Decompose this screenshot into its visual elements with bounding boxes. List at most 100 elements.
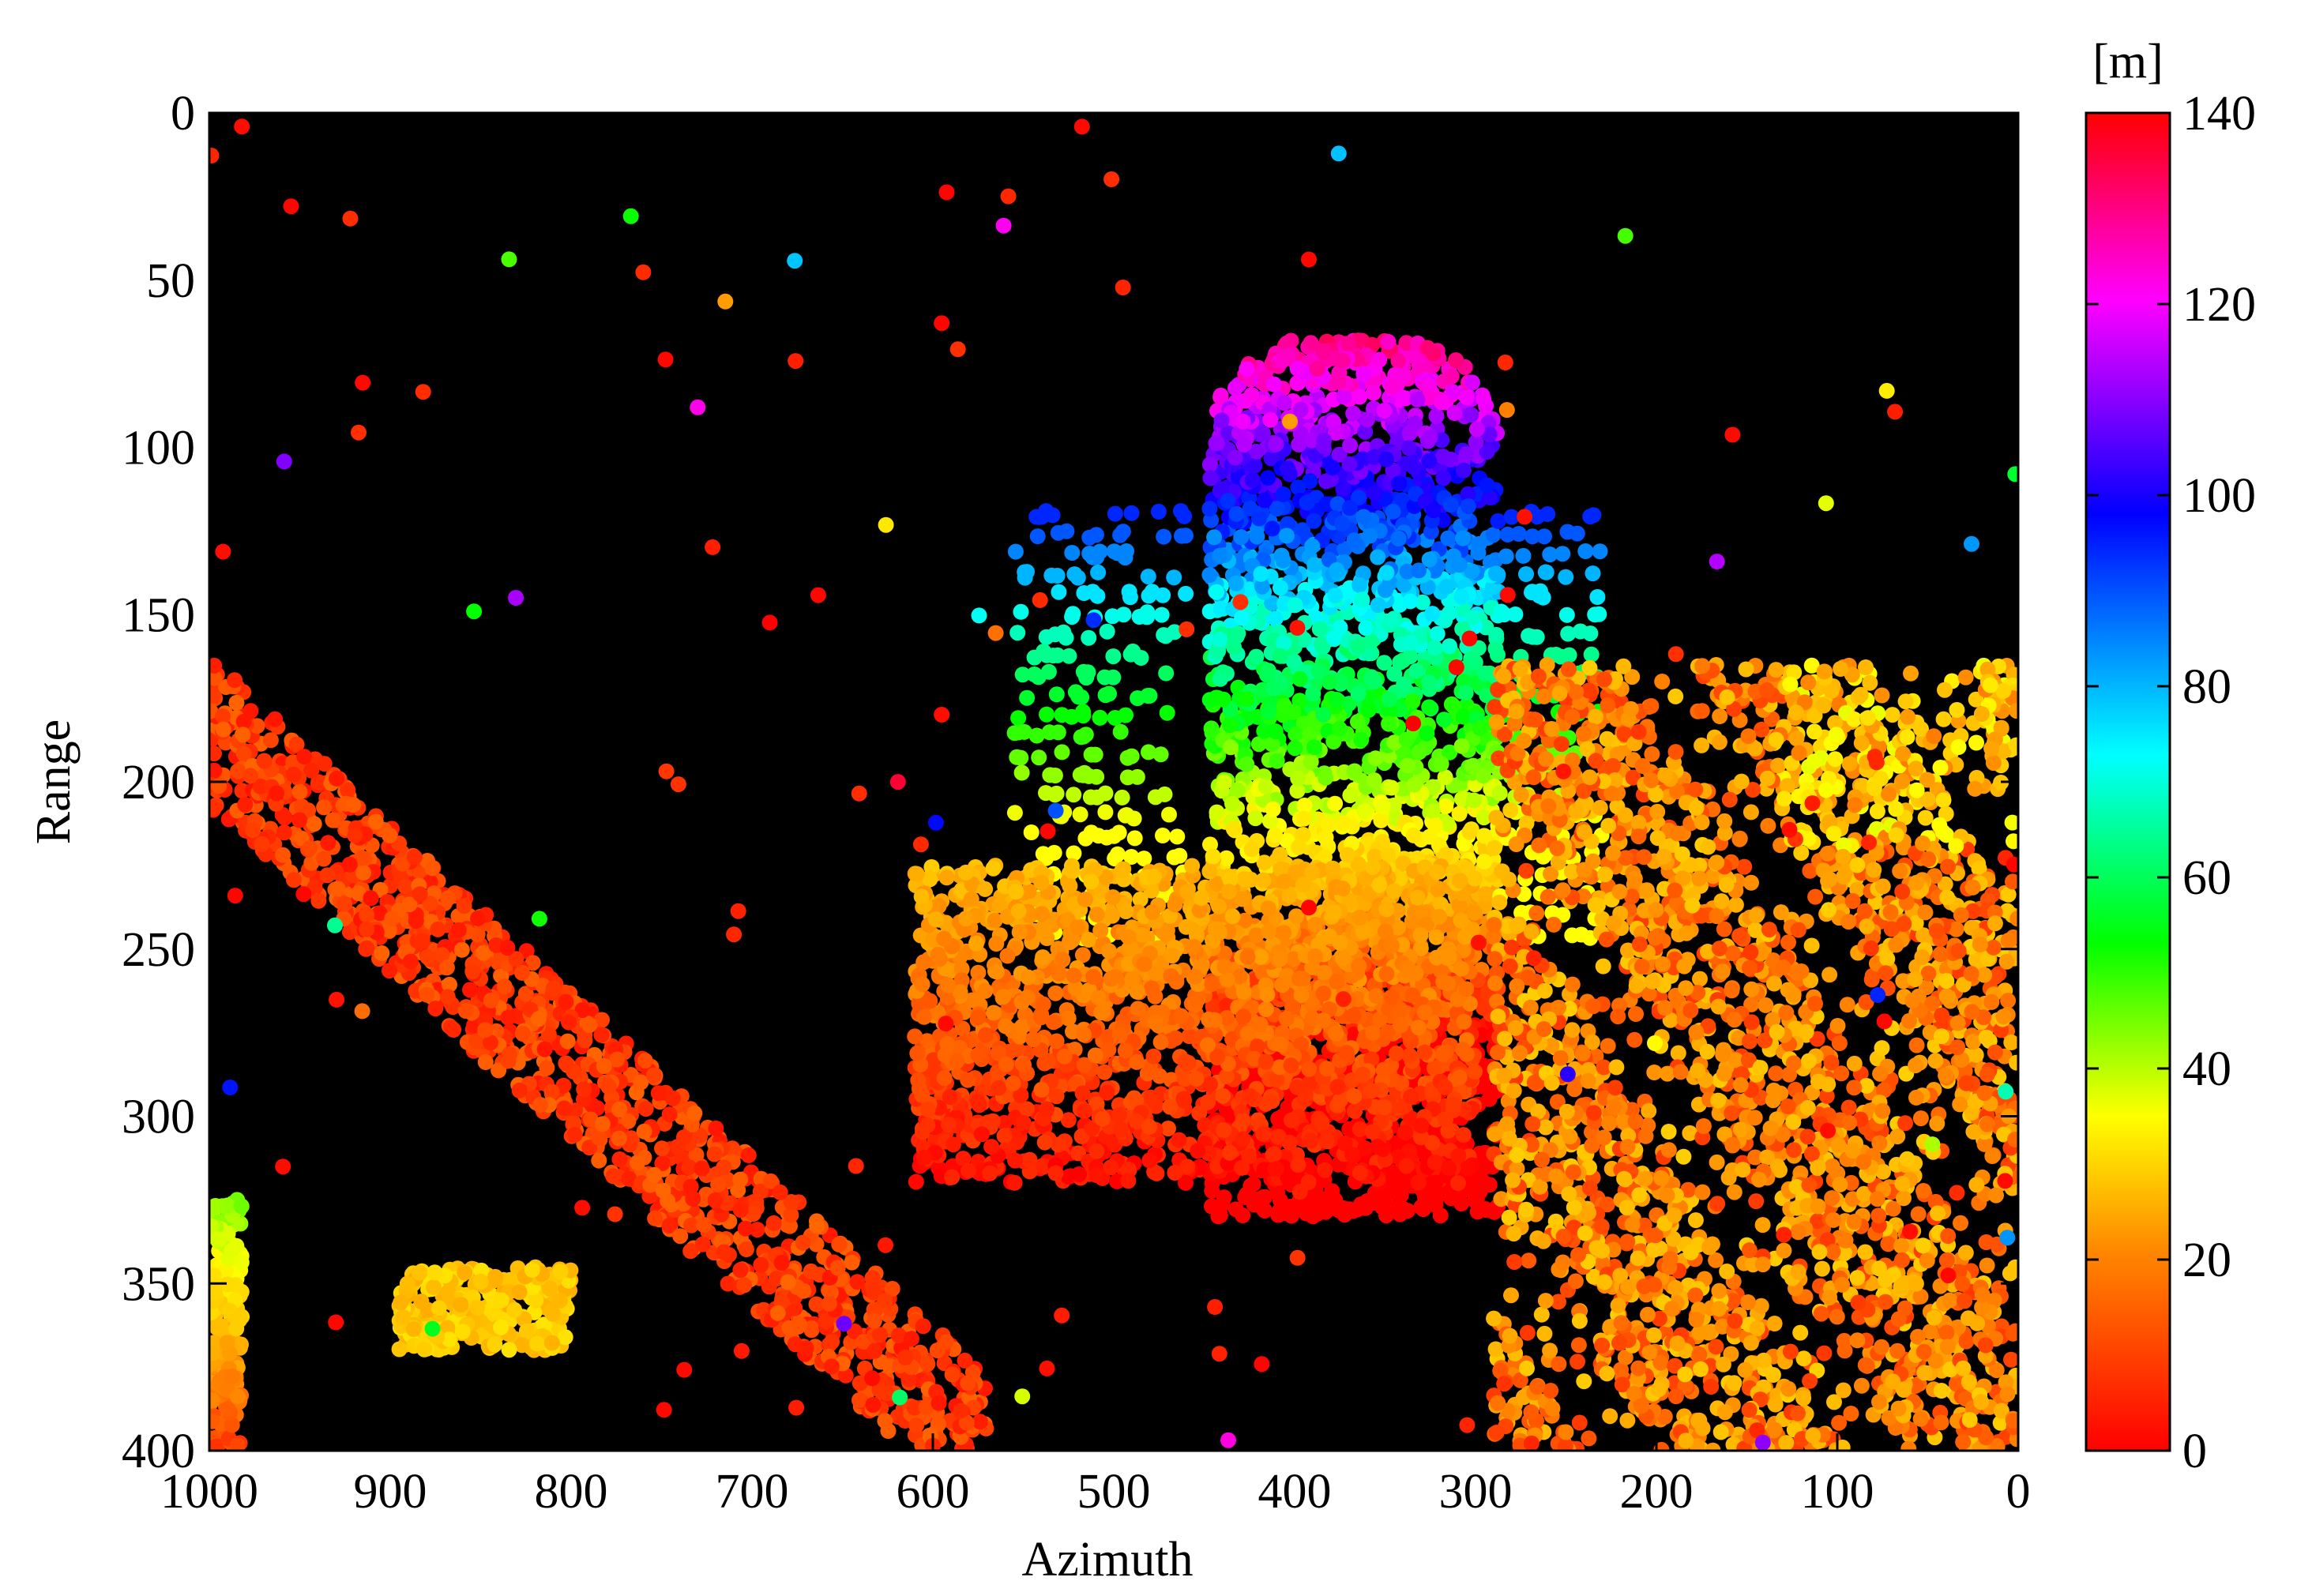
scatter-point — [1451, 557, 1468, 573]
scatter-point — [1190, 991, 1206, 1008]
scatter-point — [1239, 1025, 1256, 1042]
scatter-point — [1167, 1165, 1183, 1181]
scatter-point — [1346, 1088, 1363, 1105]
scatter-point — [1055, 624, 1072, 640]
scatter-point — [1203, 512, 1220, 528]
scatter-point — [1405, 827, 1422, 843]
scatter-point — [1414, 594, 1430, 610]
scatter-point — [1329, 1079, 1346, 1095]
scatter-point — [1099, 623, 1115, 640]
scatter-point — [1378, 901, 1395, 918]
scatter-point — [1463, 407, 1479, 423]
scatter-point — [1258, 778, 1274, 794]
scatter-point — [1039, 1053, 1056, 1069]
scatter-point — [1150, 503, 1167, 520]
scatter-point — [1039, 930, 1055, 946]
scatter-point — [1248, 648, 1265, 665]
scatter-point — [1013, 764, 1030, 781]
scatter-point — [1437, 769, 1453, 786]
scatter-point — [1398, 731, 1415, 748]
scatter-point — [1105, 889, 1121, 906]
scatter-point — [1350, 714, 1366, 730]
scatter-point — [1129, 768, 1145, 785]
scatter-point — [1113, 1121, 1130, 1138]
scatter-point — [1216, 958, 1233, 974]
scatter-point — [1295, 810, 1312, 827]
scatter-point — [1188, 1071, 1205, 1087]
scatter-point — [1036, 1134, 1053, 1151]
scatter-point — [1048, 686, 1065, 703]
scatter-point — [1558, 606, 1575, 623]
scatter-point — [1441, 948, 1457, 965]
scatter-point — [1260, 663, 1276, 679]
scatter-point — [1103, 1159, 1119, 1176]
scatter-point — [1325, 904, 1342, 921]
scatter-point — [1427, 1154, 1443, 1170]
scatter-point — [1532, 583, 1548, 599]
scatter-point — [1278, 1011, 1295, 1027]
scatter-point — [1409, 889, 1426, 906]
scatter-point — [1498, 548, 1514, 565]
scatter-point — [1341, 456, 1358, 472]
scatter-point — [1033, 1009, 1050, 1026]
scatter-point — [1355, 509, 1372, 525]
scatter-point — [998, 1056, 1014, 1072]
scatter-point — [1019, 1101, 1036, 1117]
scatter-point — [936, 930, 953, 947]
scatter-point — [1338, 1045, 1355, 1061]
scatter-point — [1219, 971, 1235, 988]
scatter-point — [1332, 935, 1348, 952]
scatter-point — [1171, 1132, 1187, 1148]
scatter-point — [1315, 706, 1332, 723]
scatter-point — [1088, 907, 1105, 922]
scatter-point — [1410, 1174, 1427, 1191]
scatter-point — [1406, 776, 1423, 793]
scatter-point — [1287, 597, 1303, 614]
scatter-point — [1120, 1173, 1137, 1189]
scatter-point — [1538, 564, 1555, 580]
scatter-point — [1507, 606, 1524, 622]
scatter-point — [1028, 727, 1045, 744]
scatter-point — [1090, 990, 1107, 1006]
scatter-point — [1105, 648, 1122, 665]
scatter-point — [1455, 1127, 1472, 1143]
scatter-point — [1073, 689, 1090, 705]
scatter-point — [1081, 529, 1098, 546]
scatter-point — [1370, 1139, 1386, 1155]
scatter-point — [1301, 1061, 1318, 1077]
scatter-point — [1258, 1001, 1274, 1017]
scatter-point — [1325, 860, 1341, 877]
scatter-point — [1375, 1061, 1392, 1078]
scatter-point — [996, 1128, 1013, 1144]
scatter-point — [1251, 510, 1267, 527]
scatter-point — [1542, 546, 1558, 563]
scatter-point — [1200, 1094, 1216, 1110]
scatter-point — [1438, 579, 1455, 595]
scatter-point — [1158, 665, 1175, 682]
scatter-point — [1035, 949, 1051, 966]
scatter-point — [1276, 873, 1293, 890]
scatter-point — [1328, 1025, 1344, 1042]
scatter-point — [1101, 943, 1117, 959]
scatter-point — [1070, 919, 1085, 936]
scatter-point — [1363, 1083, 1380, 1099]
scatter-point — [1114, 789, 1130, 806]
scatter-point — [1317, 1162, 1333, 1178]
scatter-point — [1243, 387, 1260, 404]
scatter-point — [1178, 918, 1194, 935]
scatter-point — [1162, 1098, 1179, 1115]
scatter-point — [1427, 1188, 1444, 1204]
scatter-point — [1283, 1112, 1299, 1128]
scatter-point — [1048, 785, 1065, 802]
scatter-point — [1228, 628, 1245, 644]
scatter-point — [957, 864, 974, 881]
scatter-point — [1365, 1024, 1382, 1041]
scatter-point — [909, 1045, 926, 1061]
scatter-point — [1392, 654, 1408, 670]
scatter-point — [1130, 690, 1146, 707]
scatter-point — [1200, 1037, 1216, 1053]
scatter-point — [1249, 528, 1265, 545]
scatter-point — [1350, 638, 1367, 655]
scatter-point — [1336, 389, 1352, 405]
scatter-point — [1315, 986, 1332, 1001]
